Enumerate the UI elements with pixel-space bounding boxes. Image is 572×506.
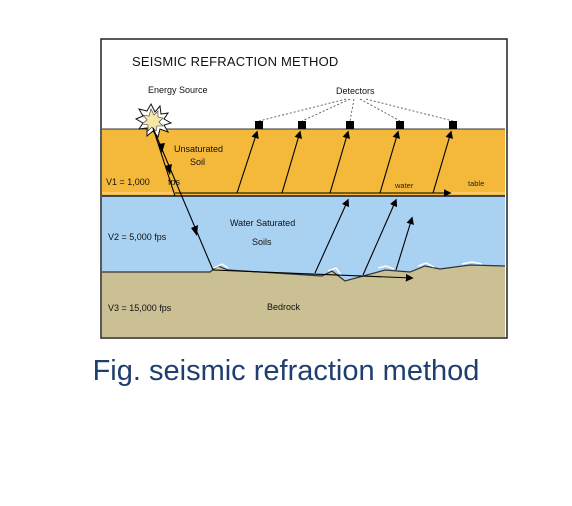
arrow-down-bedrock-2 — [191, 225, 198, 236]
ray-down-to-water-table — [152, 127, 176, 197]
energy-source-label: Energy Source — [148, 85, 208, 95]
unsaturated-label-line2: Soil — [190, 157, 205, 167]
detector — [396, 121, 404, 129]
detectors-label: Detectors — [336, 86, 375, 96]
v1-label: V1 = 1,000 — [106, 177, 150, 187]
ray-up-detector-4 — [379, 130, 400, 194]
bedrock-boundary-highlight — [213, 261, 483, 277]
ray-up-detector-1 — [236, 130, 259, 194]
bedrock-layer — [102, 265, 505, 337]
saturated-label-line1: Water Saturated — [230, 218, 295, 228]
detectors — [255, 121, 457, 129]
ray-up-saturated-3 — [395, 216, 414, 271]
detector — [255, 121, 263, 129]
energy-source-burst-icon — [134, 102, 173, 139]
v2-label: V2 = 5,000 fps — [108, 232, 167, 242]
water-table-label-table: table — [468, 179, 484, 188]
diagram-title: SEISMIC REFRACTION METHOD — [132, 54, 339, 69]
arrow-down-shallow — [158, 143, 165, 153]
ray-up-saturated-2 — [362, 198, 398, 276]
bedrock-label: Bedrock — [267, 302, 301, 312]
ray-down-to-bedrock — [152, 127, 214, 271]
detector-leader-lines — [258, 98, 454, 122]
ray-up-saturated-1 — [314, 198, 349, 274]
saturated-label-line2: Soils — [252, 237, 272, 247]
ray-up-detector-2 — [281, 130, 302, 194]
ray-up-detector-3 — [329, 130, 350, 194]
v1-unit-label: fps — [168, 177, 181, 187]
ray-paths — [152, 127, 453, 282]
ray-up-detector-5 — [432, 130, 453, 194]
detector — [449, 121, 457, 129]
arrow-down-bedrock-1 — [165, 164, 172, 175]
ray-along-bedrock — [212, 269, 414, 282]
detector — [346, 121, 354, 129]
figure-caption: Fig. seismic refraction method — [92, 355, 480, 387]
water-table-label-water: water — [394, 181, 414, 190]
saturated-soil-layer — [102, 196, 505, 281]
detector — [298, 121, 306, 129]
unsaturated-label-line1: Unsaturated — [174, 144, 223, 154]
v3-label: V3 = 15,000 fps — [108, 303, 172, 313]
unsaturated-soil-layer — [102, 129, 505, 196]
